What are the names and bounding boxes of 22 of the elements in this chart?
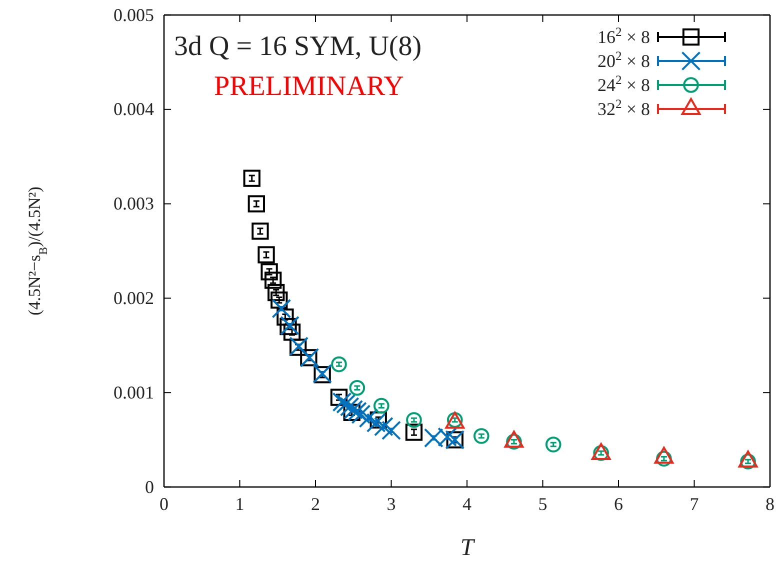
legend-label: 16$^{2}$ × 8 (598, 25, 650, 47)
x-tick-label: 7 (690, 494, 699, 514)
x-tick-label: 8 (766, 494, 774, 514)
x-tick-label: 5 (538, 494, 548, 514)
legend-label: 32$^{2}$ × 8 (598, 97, 650, 119)
x-tick-label: 0 (160, 494, 168, 514)
x-axis-title: T (460, 535, 476, 561)
x-tick-label: 1 (235, 494, 244, 514)
x-tick-label: 3 (386, 494, 396, 514)
annotation: PRELIMINARY (214, 71, 404, 102)
legend-label: 24$^{2}$ × 8 (598, 73, 650, 95)
x-tick-label: 6 (614, 494, 623, 514)
x-tick-label: 4 (462, 494, 472, 514)
y-tick-label: 0 (145, 476, 154, 497)
y-tick-label: 0.005 (114, 4, 154, 25)
y-tick-label: 0.002 (114, 288, 154, 308)
text: 3d Q = 16 SYM, U(8) (174, 31, 422, 62)
x-tick-label: 2 (311, 494, 320, 514)
y-tick-label: 0.004 (114, 99, 154, 120)
legend-label: 20$^{2}$ × 8 (598, 49, 650, 71)
y-tick-label: 0.003 (114, 194, 154, 214)
y-tick-label: 0.001 (114, 382, 154, 402)
